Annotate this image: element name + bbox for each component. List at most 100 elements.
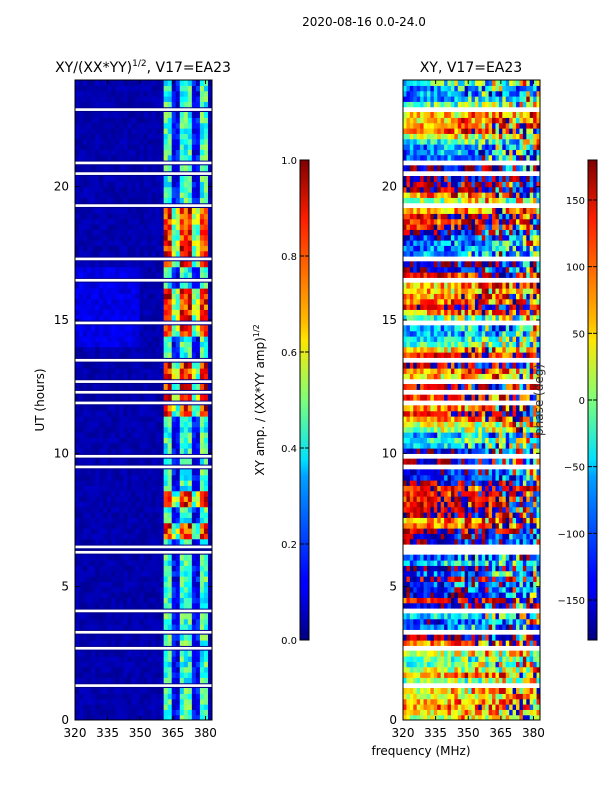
heatmap-cell <box>135 490 141 497</box>
heatmap-cell <box>495 677 500 684</box>
heatmap-cell <box>519 565 524 572</box>
heatmap-cell <box>471 581 476 588</box>
heatmap-cell <box>79 666 84 673</box>
heatmap-cell <box>87 410 92 417</box>
heatmap-cell <box>139 640 145 646</box>
heatmap-cell <box>139 266 145 273</box>
heatmap-cell <box>167 309 173 316</box>
heatmap-cell <box>519 709 524 716</box>
heatmap-cell <box>171 112 177 118</box>
heatmap-cell <box>430 592 435 598</box>
heatmap-cell <box>416 496 421 502</box>
heatmap-cell <box>187 565 193 572</box>
heatmap-cell <box>207 704 212 710</box>
heatmap-cell <box>91 181 96 188</box>
heatmap-cell <box>139 192 145 198</box>
heatmap-cell <box>207 528 212 534</box>
heatmap-cell <box>127 656 133 662</box>
heatmap-cell <box>83 650 88 657</box>
heatmap-cell <box>464 602 469 609</box>
heatmap-cell <box>75 336 80 342</box>
heatmap-cell <box>430 613 435 620</box>
heatmap-cell <box>437 533 442 540</box>
heatmap-cell <box>536 666 540 673</box>
heatmap-cell <box>119 597 124 604</box>
heatmap-cell <box>468 565 473 572</box>
heatmap-cell <box>131 85 137 92</box>
heatmap-cell <box>179 432 185 438</box>
heatmap-cell <box>199 565 205 572</box>
heatmap-cell <box>75 309 80 316</box>
heatmap-cell <box>119 128 124 134</box>
heatmap-cell <box>437 522 442 529</box>
heatmap-cell <box>199 448 205 454</box>
heatmap-cell <box>175 208 181 214</box>
heatmap-cell <box>481 650 486 657</box>
heatmap-cell <box>495 490 500 497</box>
heatmap-cell <box>87 661 92 668</box>
heatmap-cell <box>529 581 534 588</box>
heatmap-cell <box>103 117 108 124</box>
heatmap-cell <box>187 661 193 668</box>
heatmap-cell <box>83 346 88 353</box>
heatmap-cell <box>143 432 149 438</box>
heatmap-cell <box>95 640 100 646</box>
heatmap-cell <box>127 90 133 97</box>
heatmap-cell <box>203 656 209 662</box>
heatmap-cell <box>183 533 189 540</box>
heatmap-cell <box>123 586 128 593</box>
heatmap-cell <box>151 533 157 540</box>
heatmap-cell <box>87 517 92 524</box>
heatmap-cell <box>492 490 497 497</box>
heatmap-cell <box>163 485 169 492</box>
heatmap-cell <box>135 298 141 305</box>
heatmap-cell <box>91 677 96 684</box>
heatmap-cell <box>127 517 133 524</box>
heatmap-cell <box>159 522 165 529</box>
heatmap-cell <box>199 533 205 540</box>
heatmap-cell <box>151 650 157 657</box>
heatmap-cell <box>502 565 507 572</box>
heatmap-cell <box>135 362 141 369</box>
heatmap-cell <box>498 677 503 684</box>
heatmap-cell <box>430 506 435 513</box>
heatmap-cell <box>79 634 84 641</box>
heatmap-cell <box>516 698 521 705</box>
heatmap-cell <box>79 506 84 513</box>
heatmap-cell <box>536 490 540 497</box>
heatmap-cell <box>139 197 145 204</box>
heatmap-cell <box>195 581 201 588</box>
heatmap-cell <box>99 181 104 188</box>
heatmap-cell <box>123 602 128 609</box>
heatmap-cell <box>450 501 455 508</box>
heatmap-cell <box>457 709 462 716</box>
heatmap-cell <box>99 154 104 161</box>
heatmap-cell <box>502 538 507 545</box>
heatmap-cell <box>468 538 473 545</box>
heatmap-cell <box>191 101 197 108</box>
heatmap-cell <box>115 448 120 454</box>
heatmap-cell <box>203 368 209 374</box>
heatmap-cell <box>529 592 534 598</box>
heatmap-cell <box>151 698 157 705</box>
heatmap-cell <box>416 522 421 529</box>
heatmap-cell <box>481 528 486 534</box>
heatmap-cell <box>95 634 100 641</box>
heatmap-cell <box>143 517 149 524</box>
heatmap-cell <box>167 469 173 476</box>
heatmap-cell <box>163 496 169 502</box>
heatmap-cell <box>203 288 209 294</box>
heatmap-cell <box>103 469 108 476</box>
heatmap-cell <box>143 512 149 518</box>
heatmap-cell <box>207 496 212 502</box>
heatmap-cell <box>187 666 193 673</box>
heatmap-cell <box>191 597 197 604</box>
heatmap-cell <box>183 597 189 604</box>
heatmap-cell <box>195 144 201 150</box>
heatmap-cell <box>203 714 209 720</box>
heatmap-cell <box>131 149 137 156</box>
heatmap-cell <box>492 693 497 700</box>
heatmap-cell <box>516 538 521 545</box>
heatmap-cell <box>155 410 161 417</box>
heatmap-cell <box>107 704 112 710</box>
